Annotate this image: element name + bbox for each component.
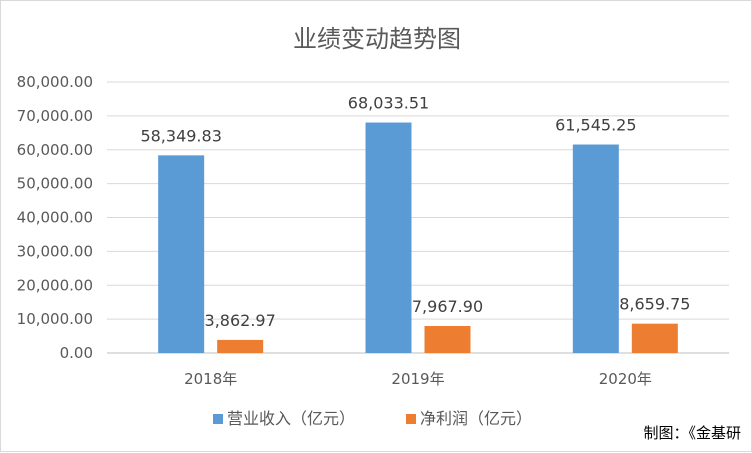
legend-label: 净利润（亿元） xyxy=(420,409,532,428)
data-label: 3,862.97 xyxy=(205,311,276,330)
revenue-bar xyxy=(572,144,619,353)
data-label: 58,349.83 xyxy=(140,126,221,145)
bars xyxy=(158,122,678,353)
net-profit-bar xyxy=(217,339,264,353)
legend-swatch xyxy=(213,414,223,424)
y-tick-label: 50,000.00 xyxy=(17,175,93,193)
data-label: 8,659.75 xyxy=(619,295,690,314)
legend: 营业收入（亿元） 净利润（亿元） xyxy=(213,409,532,428)
revenue-bar xyxy=(365,122,412,353)
data-labels: 58,349.83 3,862.97 68,033.51 7,967.90 61,545… xyxy=(140,94,690,330)
y-tick-label: 40,000.00 xyxy=(17,209,93,227)
net-profit-bar xyxy=(424,326,471,353)
x-category-label: 2018年 xyxy=(184,370,237,388)
data-label: 61,545.25 xyxy=(555,116,636,135)
data-label: 68,033.51 xyxy=(348,94,429,113)
y-tick-label: 70,000.00 xyxy=(17,107,93,125)
y-tick-label: 30,000.00 xyxy=(17,242,93,260)
grid-layer xyxy=(107,81,729,354)
data-label: 7,967.90 xyxy=(412,297,483,316)
x-category-label: 2019年 xyxy=(391,370,444,388)
revenue-bar xyxy=(158,155,205,353)
y-tick-label: 60,000.00 xyxy=(17,141,93,159)
y-tick-label: 10,000.00 xyxy=(17,310,93,328)
y-tick-label: 80,000.00 xyxy=(17,73,93,91)
y-tick-label: 0.00 xyxy=(60,344,93,362)
net-profit-bar xyxy=(631,323,678,353)
credit-text: 制图：《金基研 xyxy=(643,424,741,442)
y-tick-label: 20,000.00 xyxy=(17,276,93,294)
x-category-label: 2020年 xyxy=(599,370,652,388)
legend-swatch xyxy=(406,414,416,424)
chart-title: 业绩变动趋势图 xyxy=(293,25,461,53)
y-axis-ticks: 0.00 10,000.00 20,000.00 30,000.00 40,000.00… xyxy=(17,73,93,362)
x-axis-categories: 2018年 2019年 2020年 xyxy=(184,370,652,388)
legend-label: 营业收入（亿元） xyxy=(227,409,355,428)
